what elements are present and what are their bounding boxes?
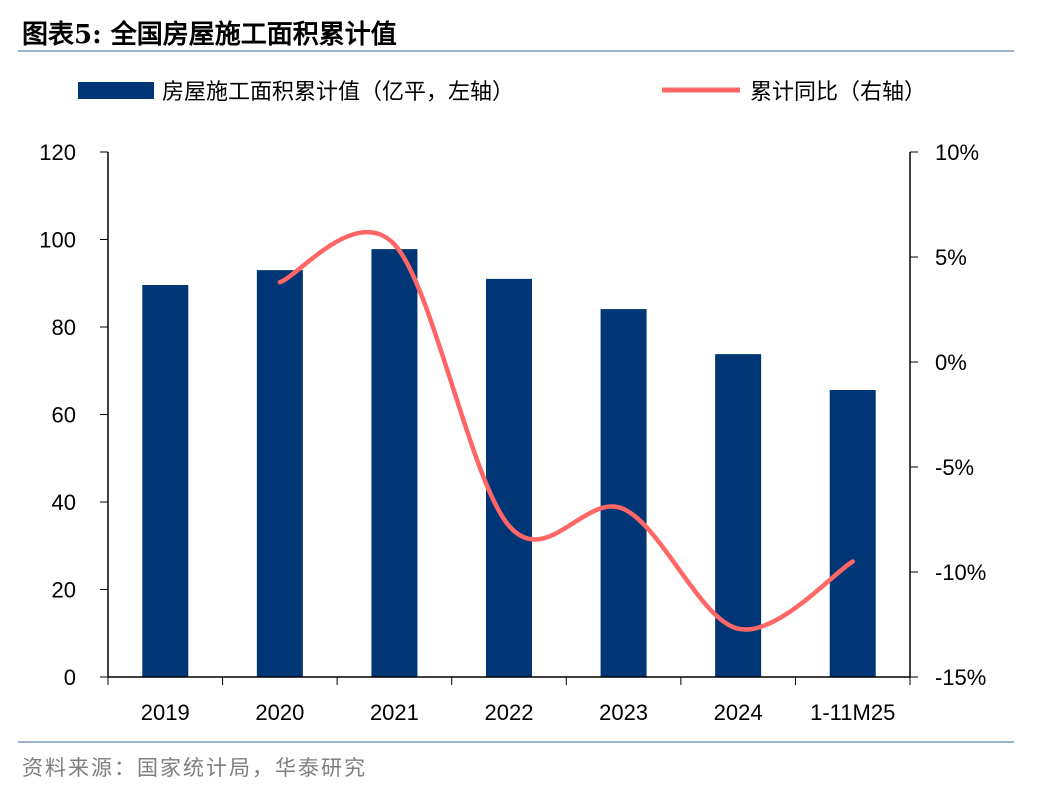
top-divider	[18, 50, 1014, 52]
left-tick-label: 120	[39, 140, 76, 165]
right-tick-label: 5%	[935, 245, 967, 270]
left-tick-label: 40	[52, 490, 76, 515]
bar-2020	[256, 270, 303, 677]
left-tick-label: 0	[64, 665, 76, 690]
left-tick-label: 100	[39, 228, 76, 253]
bar-2019	[142, 285, 189, 677]
x-tick-label: 2024	[714, 700, 763, 725]
x-tick-label: 2019	[141, 700, 190, 725]
legend-line-label: 累计同比（右轴）	[750, 80, 926, 105]
x-tick-label: 1-11M25	[810, 700, 895, 725]
x-tick-label: 2022	[485, 700, 534, 725]
bar-2021	[371, 249, 418, 677]
legend-bar-label: 房屋施工面积累计值（亿平，左轴）	[162, 80, 514, 105]
right-tick-label: 10%	[935, 140, 979, 165]
bar-1-11M25	[829, 390, 876, 677]
source-note: 资料来源：国家统计局，华泰研究	[22, 756, 367, 780]
yoy-line	[277, 229, 855, 632]
right-tick-label: -5%	[935, 455, 974, 480]
right-tick-label: -15%	[935, 665, 986, 690]
x-tick-label: 2020	[255, 700, 304, 725]
x-tick-label: 2021	[370, 700, 419, 725]
x-tick-label: 2023	[599, 700, 648, 725]
left-tick-label: 60	[52, 403, 76, 428]
right-tick-label: 0%	[935, 350, 967, 375]
left-tick-label: 20	[52, 578, 76, 603]
chart-title: 图表5: 全国房屋施工面积累计值	[22, 20, 397, 50]
left-tick-label: 80	[52, 315, 76, 340]
bottom-divider	[18, 741, 1014, 743]
bar-2022	[486, 278, 532, 677]
bar-2023	[600, 309, 647, 677]
legend-bar-swatch	[78, 82, 154, 99]
right-tick-label: -10%	[935, 560, 986, 585]
